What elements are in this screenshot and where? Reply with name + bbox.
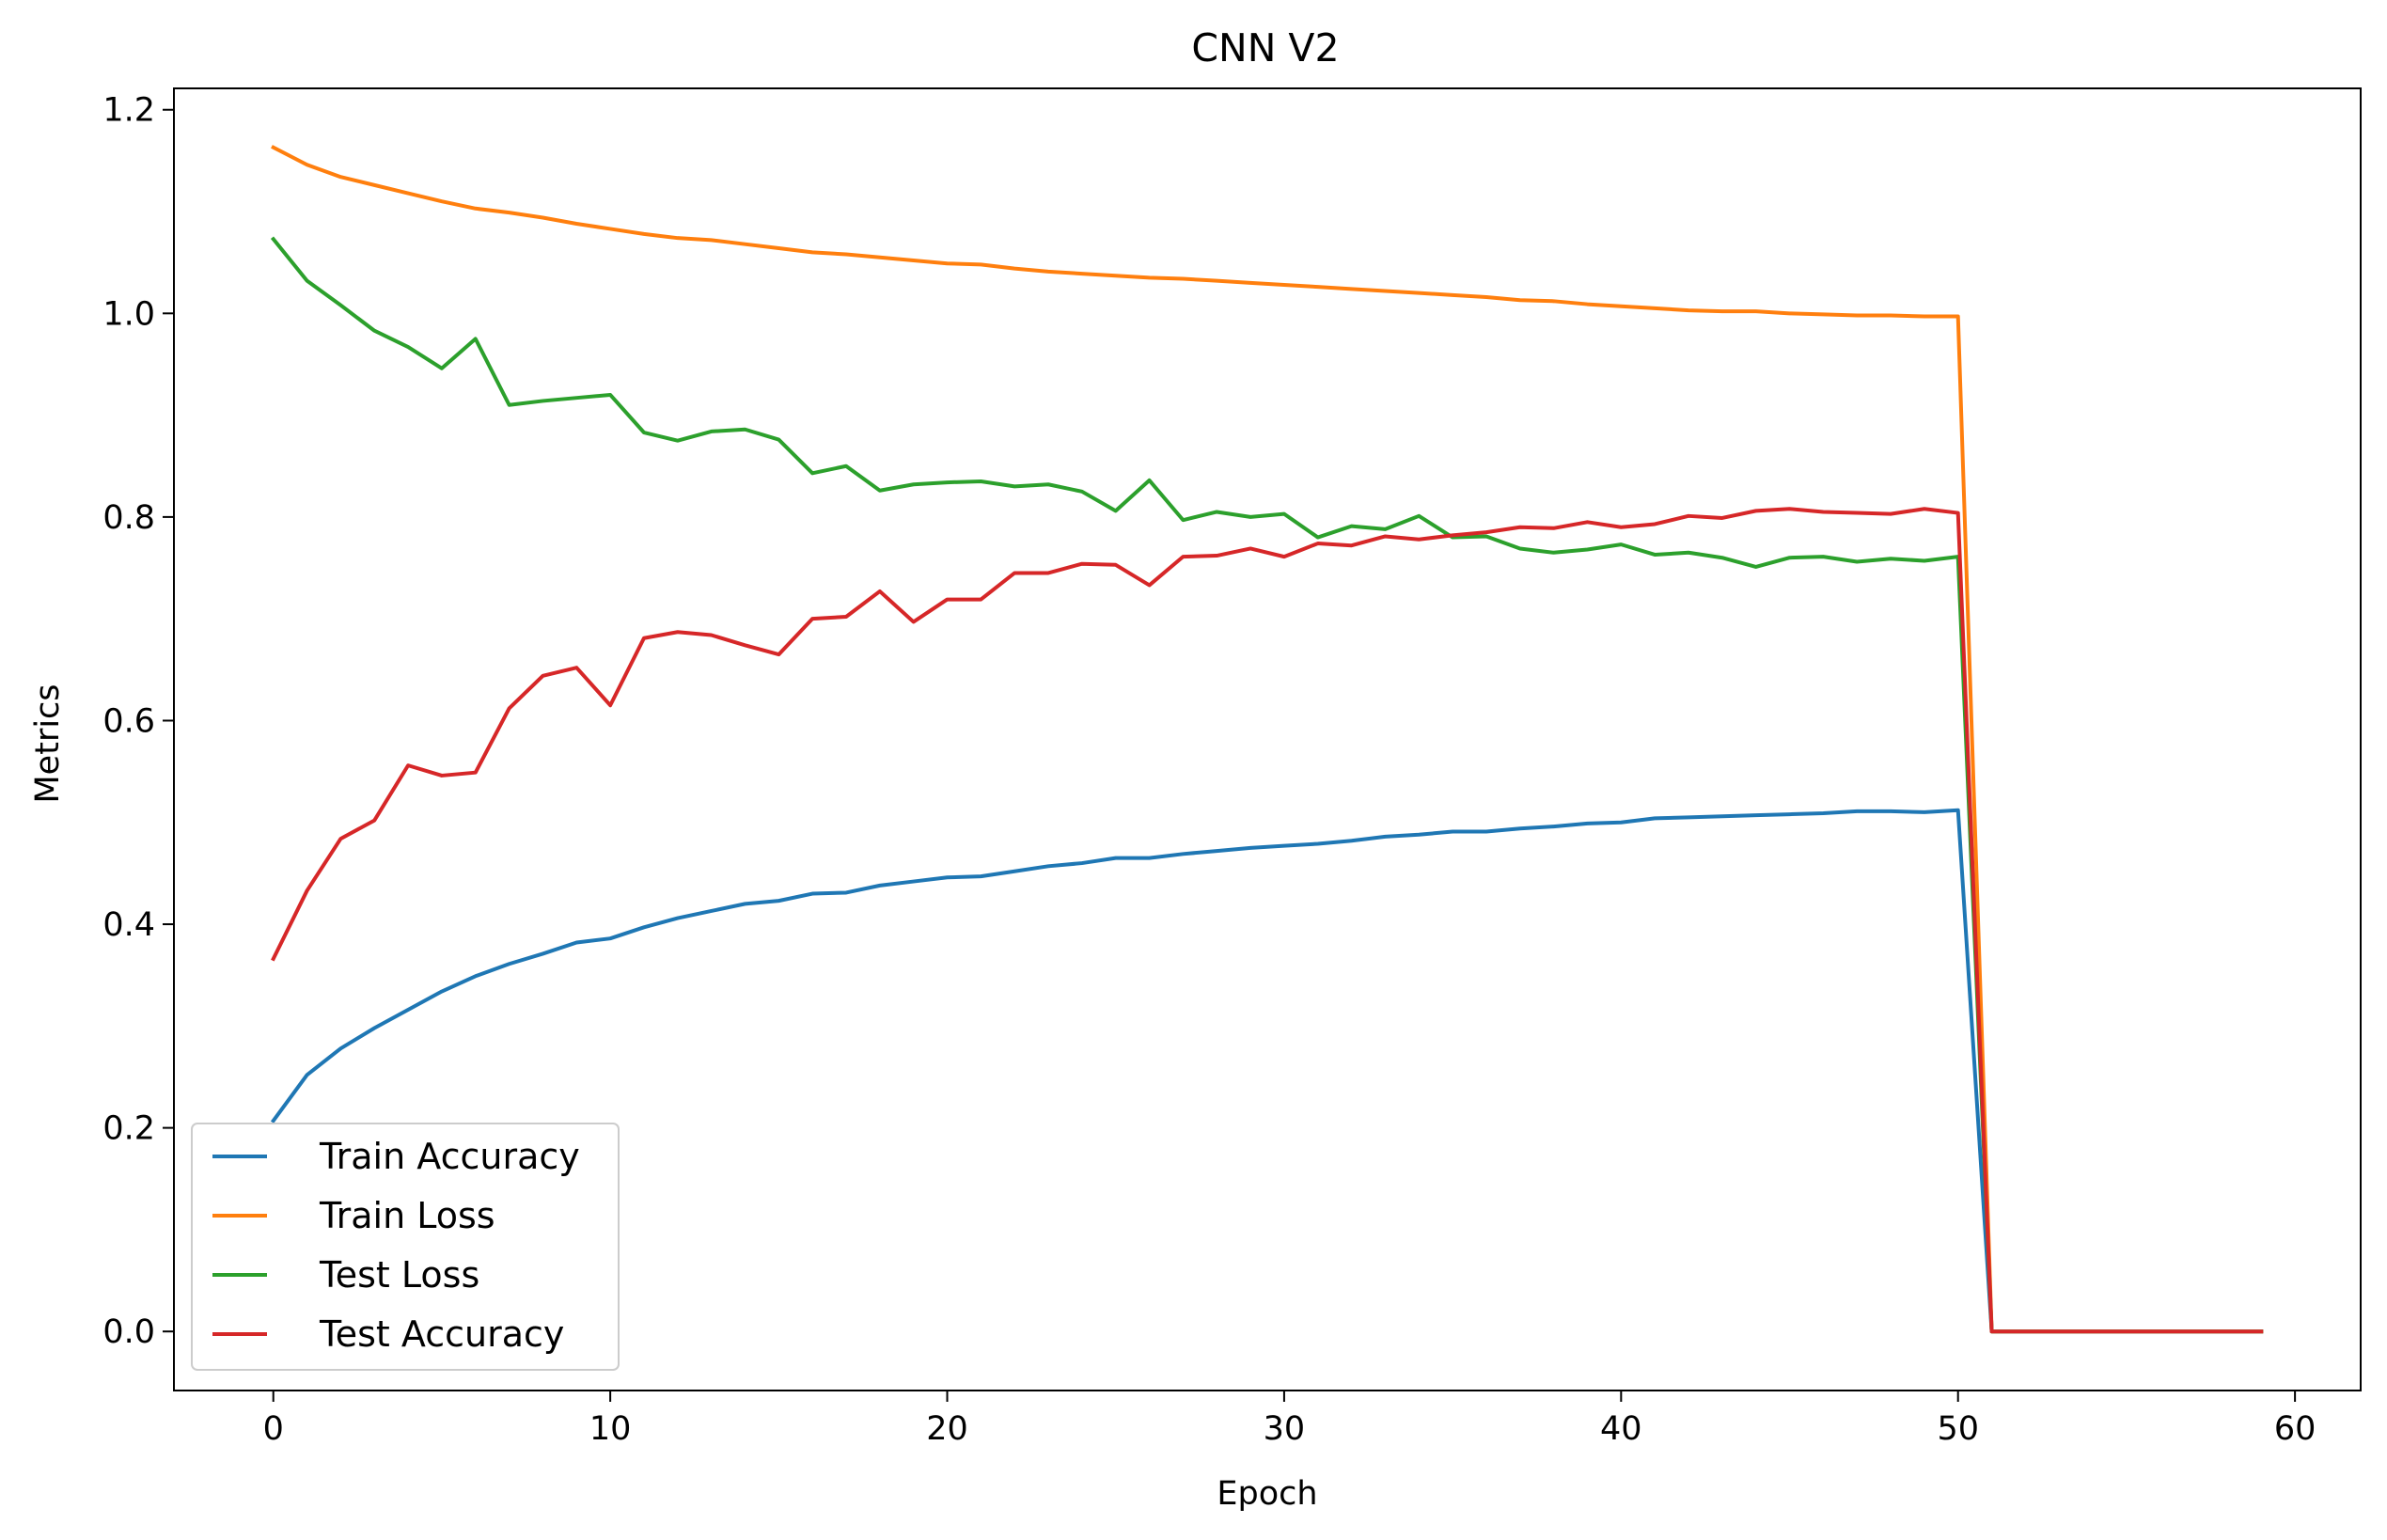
series-line-train-accuracy bbox=[270, 808, 2264, 1334]
y-tick-label: 1.2 bbox=[102, 92, 155, 130]
y-tick-label: 0.2 bbox=[102, 1110, 155, 1148]
x-tick-label: 60 bbox=[2274, 1410, 2316, 1448]
y-tick-label: 0.8 bbox=[102, 499, 155, 537]
legend-label-test-loss: Test Loss bbox=[319, 1254, 479, 1296]
chart-title: CNN V2 bbox=[1191, 25, 1339, 71]
x-tick-label: 20 bbox=[926, 1410, 968, 1448]
x-tick-label: 0 bbox=[263, 1410, 284, 1448]
y-tick-label: 0.6 bbox=[102, 702, 155, 740]
plot-frame bbox=[173, 87, 2362, 1391]
x-tick-label: 40 bbox=[1600, 1410, 1642, 1448]
legend-box bbox=[191, 1123, 620, 1371]
series-layer bbox=[270, 145, 2264, 1334]
x-tick-label: 10 bbox=[589, 1410, 632, 1448]
y-axis: 0.0 0.2 0.4 0.6 0.8 1.0 1.2 bbox=[102, 92, 174, 1351]
legend: Train Accuracy Train Loss Test Loss Test Ac… bbox=[191, 1123, 620, 1371]
legend-label-train-loss: Train Loss bbox=[319, 1195, 495, 1236]
x-tick-label: 50 bbox=[1937, 1410, 1979, 1448]
y-tick-label: 0.4 bbox=[102, 906, 155, 944]
x-axis-title: Epoch bbox=[1217, 1475, 1317, 1513]
y-tick-label: 0.0 bbox=[102, 1313, 155, 1351]
x-tick-label: 30 bbox=[1264, 1410, 1306, 1448]
y-tick-label: 1.0 bbox=[102, 295, 155, 333]
y-axis-title: Metrics bbox=[29, 684, 67, 803]
x-axis: 0 10 20 30 40 50 60 bbox=[263, 1391, 2316, 1448]
series-line-test-loss bbox=[270, 236, 2264, 1334]
legend-label-test-accuracy: Test Accuracy bbox=[319, 1313, 564, 1355]
legend-label-train-accuracy: Train Accuracy bbox=[319, 1136, 580, 1177]
series-line-test-accuracy bbox=[271, 507, 2264, 1334]
series-line-train-loss bbox=[271, 145, 2264, 1334]
